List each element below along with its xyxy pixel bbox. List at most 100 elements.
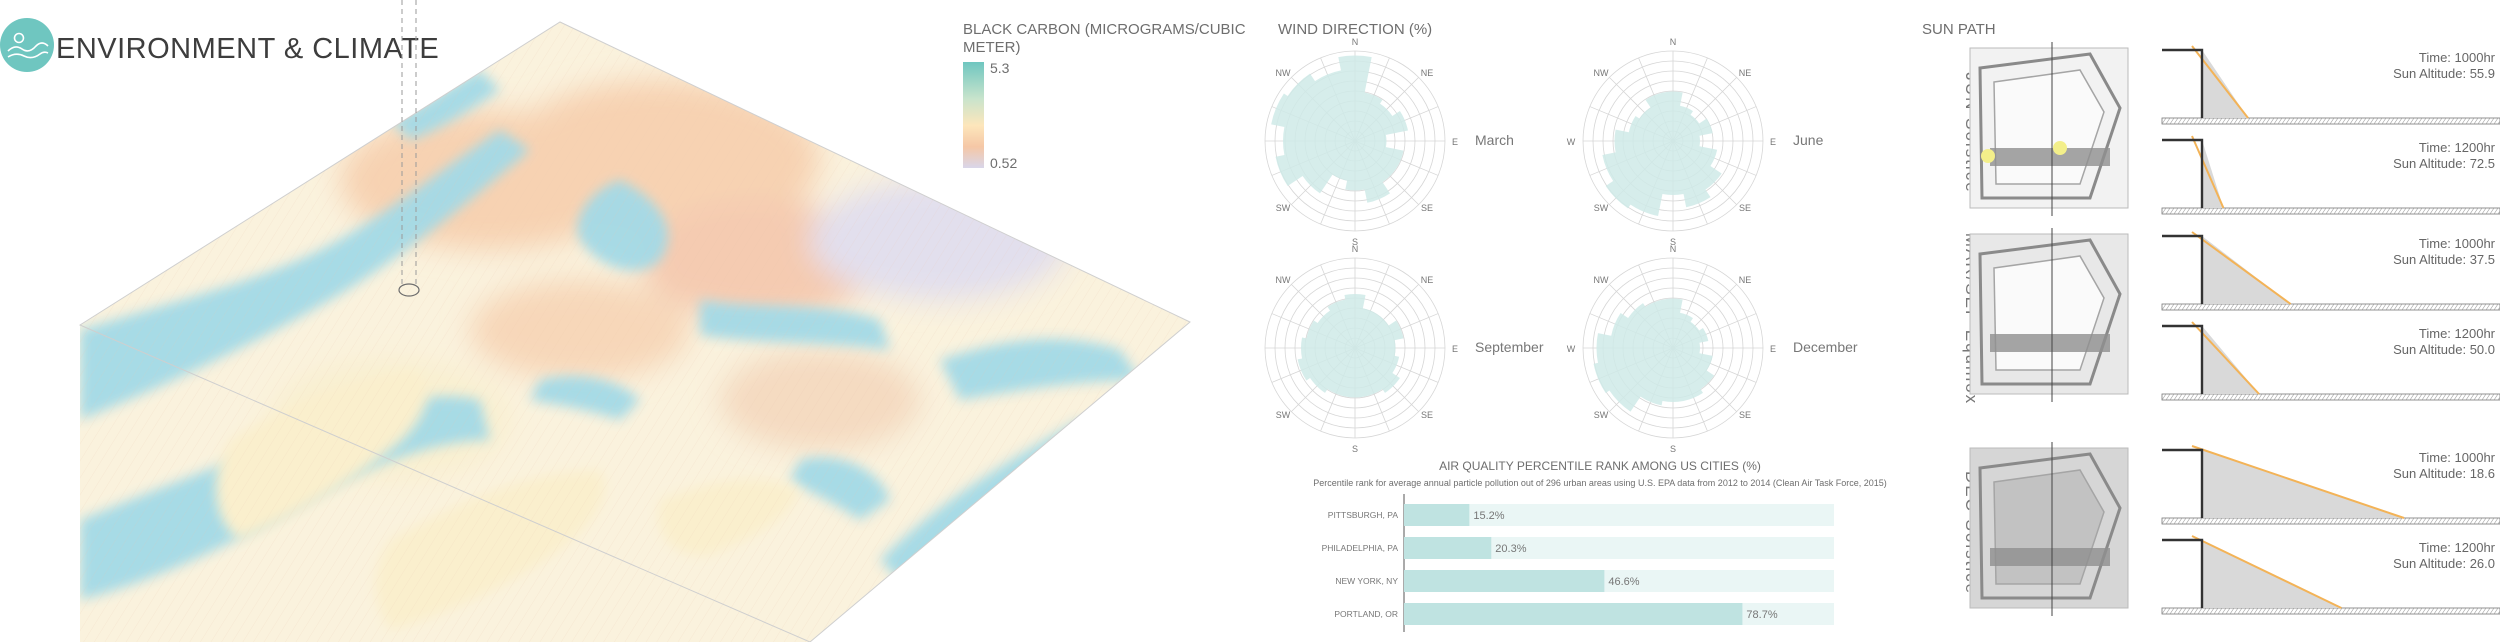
time-label: Time: 1000hr bbox=[2419, 450, 2496, 465]
building-wall bbox=[2162, 234, 2204, 304]
compass-label-ne: NE bbox=[1421, 275, 1434, 285]
building-wall bbox=[2162, 48, 2204, 118]
sun-icon bbox=[2053, 141, 2067, 155]
value-label: 20.3% bbox=[1495, 543, 1526, 555]
sun-ray bbox=[2191, 445, 2405, 519]
time-label: Time: 1000hr bbox=[2419, 50, 2496, 65]
compass-label-n: N bbox=[1670, 244, 1677, 254]
altitude-label: Sun Altitude: 55.9 bbox=[2393, 66, 2495, 81]
compass-label-w: W bbox=[1567, 137, 1576, 147]
compass-label-sw: SW bbox=[1276, 410, 1291, 420]
page-title: ENVIRONMENT & CLIMATE bbox=[56, 33, 440, 65]
altitude-label: Sun Altitude: 37.5 bbox=[2393, 252, 2495, 267]
compass-label-e: E bbox=[1452, 344, 1458, 354]
legend-title: BLACK CARBON (MICROGRAMS/CUBIC METER) bbox=[963, 21, 1246, 56]
landscape-icon bbox=[0, 18, 54, 72]
value-label: 15.2% bbox=[1473, 510, 1504, 522]
sun-ray bbox=[2191, 535, 2342, 609]
building-wall bbox=[2162, 138, 2204, 208]
compass-label-n: N bbox=[1670, 38, 1677, 47]
wind-rose-label: June bbox=[1793, 132, 1824, 148]
bar bbox=[1404, 537, 1492, 559]
wind-rose-label: March bbox=[1475, 132, 1514, 148]
compass-label-se: SE bbox=[1739, 410, 1751, 420]
time-label: Time: 1000hr bbox=[2419, 236, 2496, 251]
shadow bbox=[2202, 140, 2224, 208]
bar-track bbox=[1404, 504, 1834, 526]
bar bbox=[1404, 570, 1605, 592]
wind-rose-petals bbox=[1602, 91, 1722, 217]
wind-rose-label: December bbox=[1793, 339, 1858, 355]
compass-label-s: S bbox=[1352, 444, 1358, 454]
air-quality-bar-chart: PITTSBURGH, PA 15.2% PHILADELPHIA, PA 20.3%… bbox=[1322, 494, 1834, 632]
compass-label-se: SE bbox=[1421, 203, 1433, 213]
shadow bbox=[2202, 236, 2291, 304]
compass-label-nw: NW bbox=[1594, 275, 1609, 285]
altitude-label: Sun Altitude: 26.0 bbox=[2393, 556, 2495, 571]
sun-path-title: SUN PATH bbox=[1922, 21, 1996, 38]
altitude-label: Sun Altitude: 50.0 bbox=[2393, 342, 2495, 357]
category-label: PHILADELPHIA, PA bbox=[1322, 543, 1399, 553]
compass-label-e: E bbox=[1770, 137, 1776, 147]
wind-rose-september: NSEWNENWSESWSeptember bbox=[1264, 244, 1544, 454]
shadow bbox=[2202, 326, 2260, 394]
sun-ray bbox=[2191, 231, 2292, 305]
compass-label-n: N bbox=[1352, 244, 1359, 254]
compass-label-e: E bbox=[1770, 344, 1776, 354]
time-label: Time: 1200hr bbox=[2419, 326, 2496, 341]
wind-rose-march: NSEWNENWSESWMarch bbox=[1264, 38, 1514, 247]
location-marker bbox=[398, 0, 420, 297]
compass-label-ne: NE bbox=[1739, 275, 1752, 285]
compass-label-se: SE bbox=[1739, 203, 1751, 213]
compass-label-s: S bbox=[1670, 444, 1676, 454]
sun-ray bbox=[2191, 135, 2225, 209]
legend-min-value: 0.52 bbox=[990, 155, 1018, 171]
building-wall bbox=[2162, 538, 2204, 608]
category-label: NEW YORK, NY bbox=[1335, 576, 1398, 586]
compass-label-s: S bbox=[1670, 237, 1676, 247]
wind-rose-petals bbox=[1297, 294, 1404, 398]
time-label: Time: 1200hr bbox=[2419, 540, 2496, 555]
wind-rose-label: September bbox=[1475, 339, 1544, 355]
altitude-label: Sun Altitude: 72.5 bbox=[2393, 156, 2495, 171]
compass-label-se: SE bbox=[1421, 410, 1433, 420]
sun-icon bbox=[1981, 149, 1995, 163]
wind-rose-petals bbox=[1593, 298, 1715, 412]
bar-track bbox=[1404, 537, 1834, 559]
value-label: 46.6% bbox=[1608, 576, 1639, 588]
compass-label-e: E bbox=[1452, 137, 1458, 147]
wind-title: WIND DIRECTION (%) bbox=[1278, 21, 1433, 38]
heat-surface bbox=[80, 22, 1190, 642]
wind-rose-petals bbox=[1271, 55, 1408, 203]
compass-label-n: N bbox=[1352, 38, 1359, 47]
air-quality-subtitle: Percentile rank for average annual parti… bbox=[1313, 478, 1887, 488]
building-wall bbox=[2162, 324, 2204, 394]
compass-label-ne: NE bbox=[1421, 68, 1434, 78]
legend-max-value: 5.3 bbox=[990, 60, 1010, 76]
bar bbox=[1404, 603, 1743, 625]
building-wall bbox=[2162, 448, 2204, 518]
air-quality-title: AIR QUALITY PERCENTILE RANK AMONG US CIT… bbox=[1439, 459, 1761, 473]
compass-label-sw: SW bbox=[1276, 203, 1291, 213]
compass-label-nw: NW bbox=[1276, 275, 1291, 285]
compass-label-nw: NW bbox=[1594, 68, 1609, 78]
black-carbon-map bbox=[78, 0, 1191, 642]
compass-label-sw: SW bbox=[1594, 203, 1609, 213]
compass-label-sw: SW bbox=[1594, 410, 1609, 420]
compass-label-nw: NW bbox=[1276, 68, 1291, 78]
time-label: Time: 1200hr bbox=[2419, 140, 2496, 155]
altitude-label: Sun Altitude: 18.6 bbox=[2393, 466, 2495, 481]
category-label: PORTLAND, OR bbox=[1334, 609, 1398, 619]
